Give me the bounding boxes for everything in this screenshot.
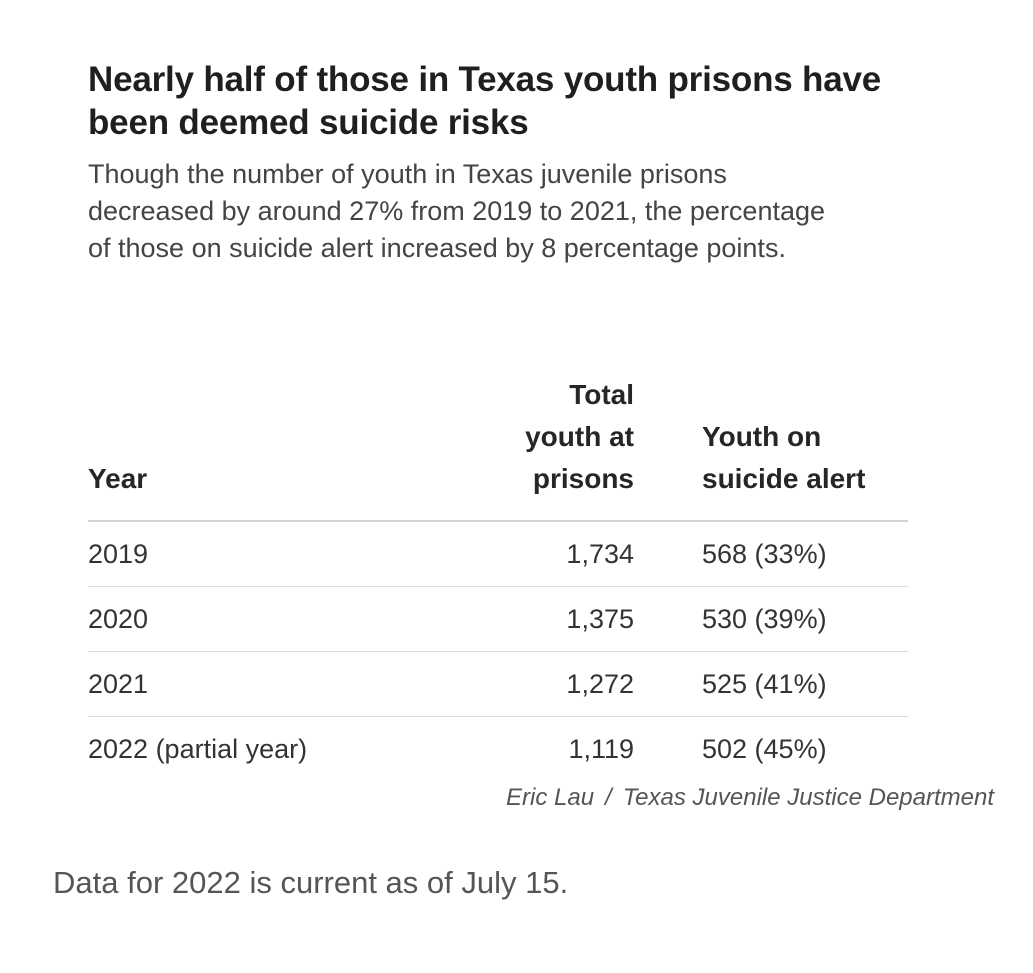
cell-suicide-alert: 530 (39%) [702,586,908,652]
column-spacer [634,374,702,522]
table-row: 2021 1,272 525 (41%) [88,651,908,717]
data-table: Year Total youth at prisons Youth on sui… [88,374,908,781]
cell-suicide-alert: 525 (41%) [702,651,908,717]
cell-total-youth: 1,375 [488,586,634,652]
footnote: Data for 2022 is current as of July 15. [53,865,569,900]
cell-total-youth: 1,734 [488,521,634,587]
table-row: 2022 (partial year) 1,119 502 (45%) [88,717,908,782]
table-row: 2019 1,734 568 (33%) [88,521,908,587]
column-header-suicide-alert: Youth on suicide alert [702,374,908,522]
cell-suicide-alert: 502 (45%) [702,733,827,764]
cell-year: 2019 [88,521,488,587]
chart-figure: Nearly half of those in Texas youth pris… [88,58,908,764]
credit-separator: / [605,784,612,811]
cell-spacer [634,717,702,782]
cell-year: 2021 [88,651,488,717]
table-header-row: Year Total youth at prisons Youth on sui… [88,374,908,522]
chart-subtitle: Though the number of youth in Texas juve… [88,159,826,263]
cell-suicide-alert: 568 (33%) [702,521,908,587]
table-row: 2020 1,375 530 (39%) [88,586,908,652]
credit-author: Eric Lau [506,784,595,811]
column-header-total-youth: Total youth at prisons [488,374,634,522]
column-header-year: Year [88,374,488,522]
cell-spacer [634,521,702,587]
cell-spacer [634,651,702,717]
cell-year: 2022 (partial year) [88,733,308,764]
cell-spacer [634,586,702,652]
cell-total-youth: 1,272 [488,651,634,717]
cell-year: 2020 [88,586,488,652]
credit-source: Texas Juvenile Justice Department [622,784,995,811]
chart-credit: Eric Lau / Texas Juvenile Justice Departme… [506,784,994,812]
chart-title: Nearly half of those in Texas youth pris… [88,60,882,142]
cell-total-youth: 1,119 [568,733,634,764]
